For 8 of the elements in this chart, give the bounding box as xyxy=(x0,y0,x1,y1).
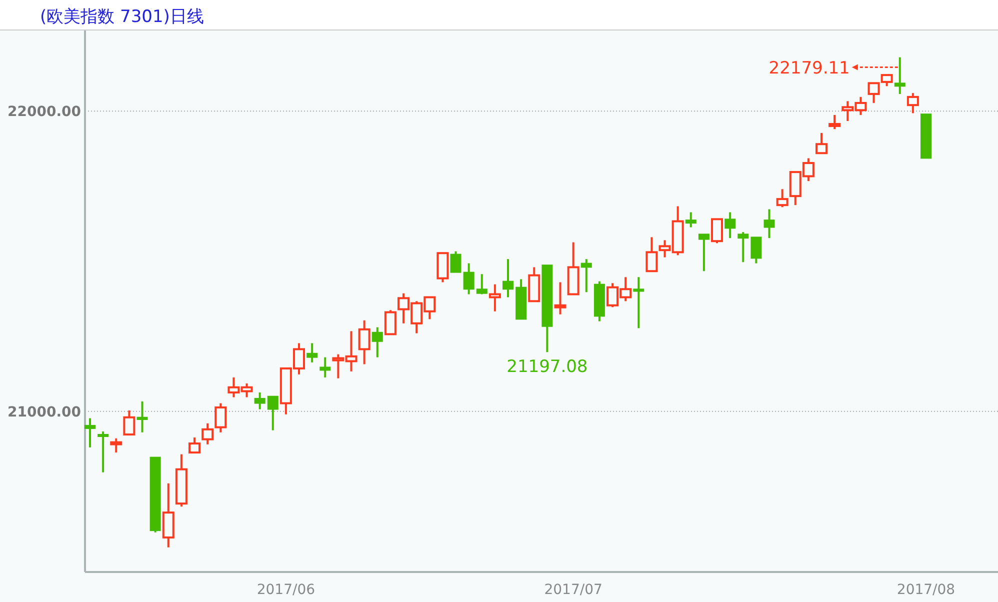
annotation: 21197.08 xyxy=(506,357,588,378)
x-tick-label: 2017/06 xyxy=(256,582,316,598)
x-tick-label: 2017/07 xyxy=(544,582,602,598)
y-tick-label: 21000.00 xyxy=(7,404,82,420)
chart-title: (欧美指数 7301)日线 xyxy=(40,7,204,27)
y-tick-label: 22000.00 xyxy=(7,104,82,120)
x-tick-label: 2017/08 xyxy=(896,582,956,598)
annotation: 22179.11 xyxy=(768,58,850,78)
